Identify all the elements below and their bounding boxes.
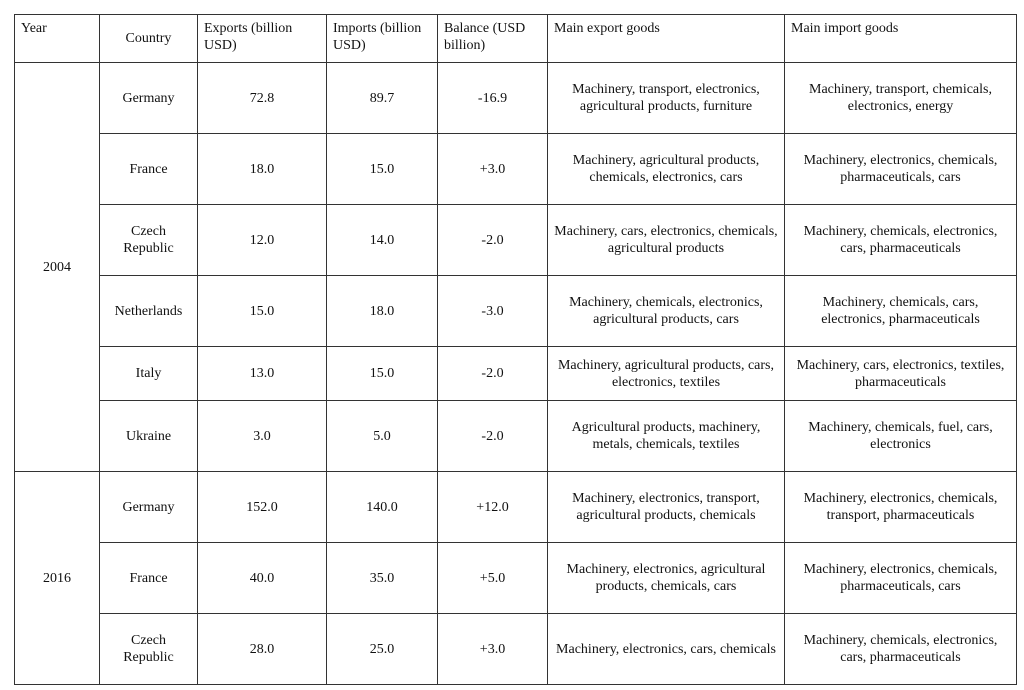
export-goods-cell: Agricultural products, machinery, metals… [547, 400, 785, 472]
country-cell: France [99, 542, 198, 614]
balance-cell: +12.0 [437, 471, 548, 543]
import-goods-cell: Machinery, chemicals, fuel, cars, electr… [784, 400, 1017, 472]
import-goods-cell: Machinery, chemicals, electronics, cars,… [784, 613, 1017, 685]
balance-cell: -2.0 [437, 204, 548, 276]
country-cell: Czech Republic [99, 613, 198, 685]
exports-cell: 18.0 [197, 133, 327, 205]
export-goods-cell: Machinery, electronics, transport, agric… [547, 471, 785, 543]
header-cell: Country [99, 14, 198, 63]
trade-table: Year Country Exports (billion USD) Imports … [14, 14, 1017, 685]
table-body: 2004 Germany 72.8 89.7 -16.9 Machinery, trans… [14, 62, 1017, 685]
imports-cell: 35.0 [326, 542, 438, 614]
imports-cell: 140.0 [326, 471, 438, 543]
imports-cell: 25.0 [326, 613, 438, 685]
import-goods-cell: Machinery, transport, chemicals, electro… [784, 62, 1017, 134]
export-goods-cell: Machinery, cars, electronics, chemicals,… [547, 204, 785, 276]
country-cell: Italy [99, 346, 198, 401]
imports-cell: 15.0 [326, 133, 438, 205]
import-goods-cell: Machinery, electronics, chemicals, trans… [784, 471, 1017, 543]
imports-cell: 5.0 [326, 400, 438, 472]
balance-cell: -2.0 [437, 346, 548, 401]
table-row: 2016 Germany 152.0 140.0 +12.0 Machinery, ele… [14, 471, 1017, 685]
balance-cell: -16.9 [437, 62, 548, 134]
exports-cell: 28.0 [197, 613, 327, 685]
export-goods-cell: Machinery, electronics, agricultural pro… [547, 542, 785, 614]
country-cell: France [99, 133, 198, 205]
header-row: Year Country Exports (billion USD) Imports … [14, 14, 1017, 63]
exports-cell: 3.0 [197, 400, 327, 472]
exports-cell: 72.8 [197, 62, 327, 134]
balance-cell: +5.0 [437, 542, 548, 614]
import-goods-cell: Machinery, chemicals, cars, electronics,… [784, 275, 1017, 347]
table-row: Netherlands 15.0 18.0 -3.0 Machinery, chemic… [15, 275, 1017, 347]
exports-cell: 13.0 [197, 346, 327, 401]
balance-cell: +3.0 [437, 133, 548, 205]
exports-cell: 15.0 [197, 275, 327, 347]
table-row: 2004 Germany 72.8 89.7 -16.9 Machinery, trans… [14, 62, 1017, 472]
exports-cell: 12.0 [197, 204, 327, 276]
table-row: Czech Republic 28.0 25.0 +3.0 Machinery, ele… [15, 613, 1017, 685]
balance-cell: -2.0 [437, 400, 548, 472]
header-cell: Imports (billion USD) [326, 14, 438, 63]
imports-cell: 18.0 [326, 275, 438, 347]
imports-cell: 14.0 [326, 204, 438, 276]
header-cell: Main export goods [547, 14, 785, 63]
table-row: Italy 13.0 15.0 -2.0 Machinery, agricultural… [15, 346, 1017, 401]
country-cell: Netherlands [99, 275, 198, 347]
balance-cell: -3.0 [437, 275, 548, 347]
export-goods-cell: Machinery, agricultural products, chemic… [547, 133, 785, 205]
import-goods-cell: Machinery, chemicals, electronics, cars,… [784, 204, 1017, 276]
exports-cell: 152.0 [197, 471, 327, 543]
imports-cell: 89.7 [326, 62, 438, 134]
export-goods-cell: Machinery, electronics, cars, chemicals [547, 613, 785, 685]
table-row: Ukraine 3.0 5.0 -2.0 Agricultural products, … [15, 400, 1017, 472]
table-row: Czech Republic 12.0 14.0 -2.0 Machinery, car… [15, 204, 1017, 276]
imports-cell: 15.0 [326, 346, 438, 401]
year-cell: 2004 [14, 62, 100, 472]
country-cell: Germany [99, 62, 198, 134]
country-cell: Ukraine [99, 400, 198, 472]
import-goods-cell: Machinery, cars, electronics, textiles, … [784, 346, 1017, 401]
import-goods-cell: Machinery, electronics, chemicals, pharm… [784, 542, 1017, 614]
table-row: France 40.0 35.0 +5.0 Machinery, electronics… [15, 542, 1017, 614]
country-cell: Germany [99, 471, 198, 543]
balance-cell: +3.0 [437, 613, 548, 685]
header-cell: Balance (USD billion) [437, 14, 548, 63]
header-cell: Main import goods [784, 14, 1017, 63]
header-cell: Exports (billion USD) [197, 14, 327, 63]
table-row: France 18.0 15.0 +3.0 Machinery, agricultura… [15, 133, 1017, 205]
year-cell: 2016 [14, 471, 100, 685]
exports-cell: 40.0 [197, 542, 327, 614]
export-goods-cell: Machinery, chemicals, electronics, agric… [547, 275, 785, 347]
country-cell: Czech Republic [99, 204, 198, 276]
export-goods-cell: Machinery, transport, electronics, agric… [547, 62, 785, 134]
import-goods-cell: Machinery, electronics, chemicals, pharm… [784, 133, 1017, 205]
export-goods-cell: Machinery, agricultural products, cars, … [547, 346, 785, 401]
header-cell: Year [14, 14, 100, 63]
